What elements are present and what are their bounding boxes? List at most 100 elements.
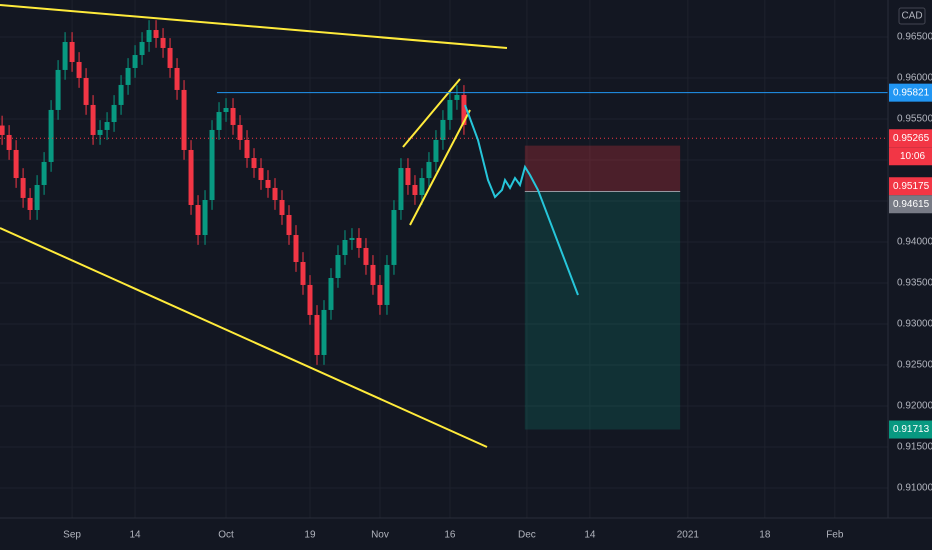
price-tag-label: 0.95265 — [893, 133, 930, 144]
y-tick-label: 0.93500 — [897, 278, 932, 289]
x-tick-label: Oct — [218, 530, 234, 541]
currency: CAD — [901, 11, 922, 22]
candle-body — [139, 41, 145, 56]
candle-body — [279, 200, 285, 216]
candle-body — [300, 261, 306, 285]
candle-body — [293, 235, 299, 262]
y-tick-label: 0.96500 — [897, 32, 932, 43]
candle-body — [272, 187, 278, 201]
candle-body — [188, 149, 194, 206]
candle-body — [6, 134, 12, 150]
candle-body — [349, 237, 355, 241]
y-tick-label: 0.95500 — [897, 114, 932, 125]
candle-body — [342, 240, 348, 256]
y-tick-label: 0.93000 — [897, 319, 932, 330]
price-tag — [889, 177, 932, 196]
x-tick-label: 2021 — [677, 530, 700, 541]
candle-body — [398, 168, 404, 211]
candle-body — [202, 200, 208, 236]
candle-body — [307, 284, 313, 315]
candle-body — [167, 47, 173, 68]
candle-body — [286, 215, 292, 236]
candle-body — [27, 197, 33, 211]
candle-body — [405, 168, 411, 185]
candle-body — [370, 264, 376, 285]
price-tag-label: 0.91713 — [893, 424, 930, 435]
price-tag — [889, 129, 932, 148]
candle-body — [125, 67, 131, 85]
candle-body — [41, 161, 47, 185]
candle-body — [174, 67, 180, 90]
candle-body — [419, 178, 425, 195]
candle-body — [230, 107, 236, 125]
candle-body — [90, 104, 96, 135]
candle-body — [223, 107, 229, 113]
candle-body — [265, 179, 271, 188]
candle-body — [384, 264, 390, 305]
drawings — [0, 4, 888, 448]
y-tick-label: 0.94000 — [897, 237, 932, 248]
candle-body — [356, 237, 362, 248]
candle-body — [195, 205, 201, 236]
x-tick-label: 18 — [759, 530, 771, 541]
y-tick-label: 0.91500 — [897, 442, 932, 453]
x-tick-label: Sep — [63, 530, 81, 541]
candle-body — [153, 30, 159, 38]
y-tick-label: 0.91000 — [897, 483, 932, 494]
candle-body — [447, 99, 453, 120]
candle-body — [461, 94, 467, 125]
candle-body — [314, 314, 320, 355]
y-tick-label: 0.92000 — [897, 401, 932, 412]
y-tick-label: 0.96000 — [897, 73, 932, 84]
candle-body — [391, 210, 397, 265]
candle-body — [209, 129, 215, 201]
stop-zone — [524, 145, 681, 192]
candle-body — [363, 247, 369, 265]
x-tick-label: Feb — [826, 530, 844, 541]
candle-body — [426, 161, 432, 179]
candle-body — [13, 149, 19, 179]
candle-body — [244, 139, 250, 159]
candle-body — [237, 124, 243, 140]
candle-body — [160, 37, 166, 48]
candle-body — [69, 41, 75, 62]
candle-body — [97, 129, 103, 135]
candle-body — [104, 122, 110, 130]
candle-body — [377, 284, 383, 305]
candle-body — [216, 112, 222, 130]
x-tick-label: 16 — [444, 530, 456, 541]
axes: 0.965000.960000.955000.950000.945000.940… — [63, 7, 932, 541]
candle-body — [181, 89, 187, 150]
target-zone — [524, 191, 681, 430]
candle-body — [76, 61, 82, 78]
candle-body — [83, 77, 89, 105]
price-tag-label: 0.95175 — [893, 181, 930, 192]
trend-line — [0, 227, 488, 448]
candle-body — [433, 139, 439, 162]
countdown-tag — [889, 147, 932, 166]
currency-box — [898, 7, 926, 25]
candle-body — [20, 178, 26, 198]
price-tag-label: 0.94615 — [893, 199, 930, 210]
candle-body — [34, 184, 40, 211]
plot — [0, 0, 888, 518]
candle-body — [335, 255, 341, 278]
y-tick-label: 0.92500 — [897, 360, 932, 371]
candle-body — [146, 30, 152, 42]
candle-body — [55, 69, 61, 110]
x-tick-label: Dec — [518, 530, 536, 541]
price-tag — [889, 83, 932, 102]
x-tick-label: 19 — [304, 530, 316, 541]
candle-body — [48, 109, 54, 162]
price-tag-label: 0.95821 — [893, 87, 930, 98]
candle-body — [412, 184, 418, 195]
candle-body — [118, 84, 124, 105]
candle-body — [258, 168, 264, 180]
candle-body — [62, 41, 68, 70]
candle-body — [132, 55, 138, 68]
projection-path — [464, 104, 579, 296]
candle-body — [0, 125, 5, 135]
